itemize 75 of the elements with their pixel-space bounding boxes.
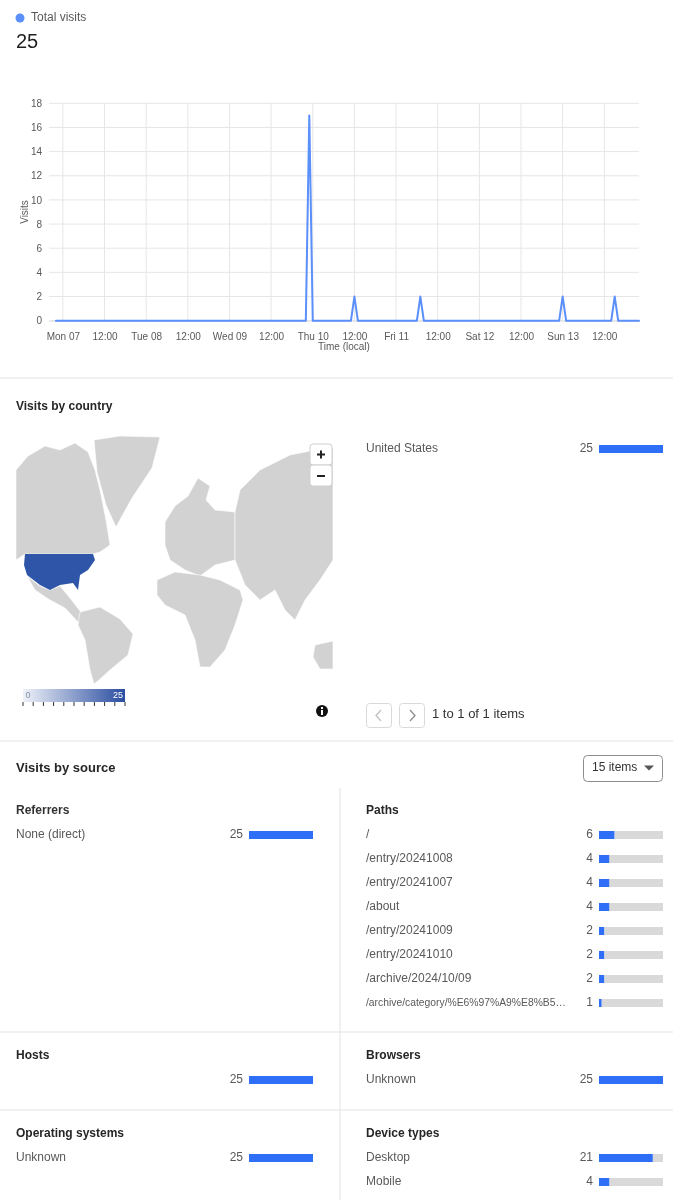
y-axis-title: Visits xyxy=(18,200,30,224)
x-tick-label: 12:00 xyxy=(508,330,535,342)
x-tick-label: 12:00 xyxy=(175,330,202,342)
legend-label: Total visits xyxy=(31,10,87,25)
y-tick-label: 12 xyxy=(30,170,43,182)
text: Hosts xyxy=(16,1048,50,1063)
y-tick-label: /archive/category/%E6%97%A9%E8%B5… xyxy=(366,996,566,1008)
bar xyxy=(599,903,610,911)
bar xyxy=(599,975,605,983)
data-label: 2 xyxy=(586,923,594,938)
data-label: 25 xyxy=(579,1072,594,1087)
bar xyxy=(599,855,610,863)
y-tick-label: /entry/20241008 xyxy=(366,851,454,866)
data-label: 1 xyxy=(586,995,594,1010)
x-tick-label: Fri 11 xyxy=(384,330,410,342)
text: Device types xyxy=(366,1126,440,1141)
text: Paths xyxy=(366,803,399,818)
x-tick-label: 12:00 xyxy=(259,330,285,342)
y-tick-label: Mobile xyxy=(366,1174,402,1189)
y-tick-label: 2 xyxy=(36,291,43,303)
y-tick-label: 16 xyxy=(30,122,43,134)
y-tick-label: 4 xyxy=(36,267,43,279)
y-tick-label: /entry/20241007 xyxy=(366,875,454,890)
data-label: 21 xyxy=(579,1150,594,1165)
text: 15 items xyxy=(592,760,638,775)
text: 25 xyxy=(16,30,39,53)
x-tick-label: 12:00 xyxy=(592,330,618,342)
data-label: 4 xyxy=(586,899,594,914)
text: Visits by country xyxy=(16,399,113,414)
x-tick-label: Tue 08 xyxy=(131,330,163,342)
y-tick-label: None (direct) xyxy=(16,827,86,842)
bar xyxy=(599,999,602,1007)
data-label: 25 xyxy=(229,1150,244,1165)
data-label: 4 xyxy=(586,1174,594,1189)
data-label: 2 xyxy=(586,971,594,986)
data-label: 25 xyxy=(229,1072,244,1087)
y-tick-label: 6 xyxy=(36,242,43,254)
y-tick-label: /archive/2024/10/09 xyxy=(366,971,472,986)
data-label: 4 xyxy=(586,875,594,890)
y-tick-label: Unknown xyxy=(366,1072,417,1087)
y-tick-label: /entry/20241009 xyxy=(366,923,454,938)
text: 25 xyxy=(112,689,124,700)
x-tick-label: Thu 10 xyxy=(297,330,330,342)
x-tick-label: 12:00 xyxy=(425,330,452,342)
text: Visits by source xyxy=(16,760,116,776)
x-tick-label: Sat 12 xyxy=(465,330,495,342)
x-axis-title: Time (local) xyxy=(318,340,370,352)
y-tick-label: 0 xyxy=(36,315,43,327)
x-tick-label: 12:00 xyxy=(92,330,118,342)
y-tick-label: /about xyxy=(366,899,401,914)
data-label: 4 xyxy=(586,851,594,866)
x-tick-label: 12:00 xyxy=(342,330,368,342)
x-tick-label: Mon 07 xyxy=(46,330,81,342)
text: Browsers xyxy=(366,1048,422,1063)
x-tick-label: Sun 13 xyxy=(547,330,580,342)
y-tick-label: 8 xyxy=(36,218,43,230)
y-tick-label: / xyxy=(366,827,370,842)
bar xyxy=(599,951,605,959)
text: 1 to 1 of 1 items xyxy=(432,706,525,722)
bar xyxy=(599,927,605,935)
y-tick-label: 18 xyxy=(30,98,43,109)
data-label: 6 xyxy=(586,827,594,842)
data-label: 25 xyxy=(229,827,244,842)
y-tick-label: Unknown xyxy=(16,1150,67,1165)
text: Referrers xyxy=(16,803,70,818)
data-label: 25 xyxy=(579,441,594,456)
y-tick-label: 14 xyxy=(30,146,43,158)
text: Operating systems xyxy=(16,1126,125,1141)
y-tick-label: /entry/20241010 xyxy=(366,947,454,962)
x-tick-label: Wed 09 xyxy=(212,330,248,342)
data-label: 2 xyxy=(586,947,594,962)
y-tick-label: United States xyxy=(366,441,439,456)
y-tick-label: 10 xyxy=(30,194,43,206)
y-tick-label: Desktop xyxy=(366,1150,411,1165)
bar xyxy=(599,879,610,887)
